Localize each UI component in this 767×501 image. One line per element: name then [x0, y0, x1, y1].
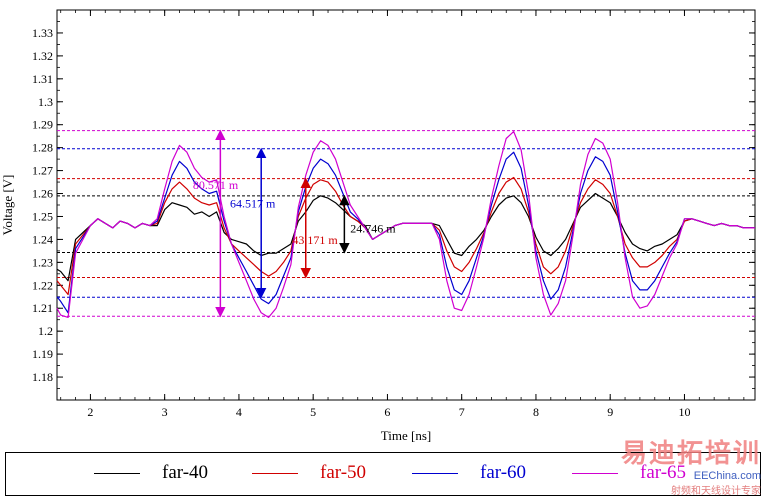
y-tick-label: 1.29	[32, 118, 53, 132]
y-tick-label: 1.21	[32, 301, 53, 315]
y-tick-label: 1.24	[32, 232, 53, 246]
y-tick-label: 1.28	[32, 141, 53, 155]
y-tick-label: 1.31	[32, 72, 53, 86]
plot-frame	[56, 9, 756, 401]
x-tick-label: 6	[384, 405, 390, 419]
measurement-label: 64.517 m	[230, 196, 276, 210]
x-tick-label: 3	[162, 405, 168, 419]
legend-swatch	[412, 472, 458, 474]
legend-label: far-40	[162, 462, 209, 483]
y-tick-label: 1.27	[32, 164, 53, 178]
legend-swatch	[252, 472, 298, 474]
legend-swatch	[94, 472, 140, 474]
x-tick-label: 7	[459, 405, 465, 419]
x-tick-label: 9	[607, 405, 613, 419]
y-tick-label: 1.19	[32, 347, 53, 361]
y-tick-label: 1.22	[32, 278, 53, 292]
series-line-far-60	[56, 151, 755, 314]
legend: far-40 far-50 far-60 far-65	[5, 452, 761, 496]
legend-label: far-50	[320, 462, 367, 483]
y-tick-label: 1.26	[32, 187, 53, 201]
series-line-far-50	[56, 176, 755, 296]
y-axis-label: Voltage [V]	[0, 175, 15, 236]
legend-item-far-60: far-60	[412, 461, 526, 485]
voltage-time-chart: 1.18 1.19 1.2 1.21 1.22 1.23 1.24 1.25 1.26 1.27 1…	[0, 9, 756, 443]
x-tick-label: 10	[678, 405, 690, 419]
y-tick-label: 1.25	[32, 209, 53, 223]
y-tick-label: 1.3	[38, 95, 53, 109]
y-tick-label: 1.32	[32, 49, 53, 63]
measurement-label: 43.171 m	[292, 233, 338, 247]
x-tick-label: 5	[310, 405, 316, 419]
legend-item-far-65: far-65	[572, 461, 686, 485]
measurement-label: 80.571 m	[193, 178, 239, 192]
y-tick-label: 1.18	[32, 370, 53, 384]
y-tick-label: 1.2	[38, 324, 53, 338]
legend-item-far-40: far-40	[94, 461, 208, 485]
x-axis-label: Time [ns]	[381, 428, 431, 443]
x-tick-label: 4	[236, 405, 242, 419]
y-tick-label: 1.23	[32, 255, 53, 269]
x-tick-label: 2	[87, 405, 93, 419]
legend-label: far-65	[640, 462, 687, 483]
x-tick-label: 8	[533, 405, 539, 419]
legend-swatch	[572, 472, 618, 474]
legend-item-far-50: far-50	[252, 461, 366, 485]
y-tick-label: 1.33	[32, 26, 53, 40]
measurement-label: 24.746 m	[350, 222, 396, 236]
legend-label: far-60	[480, 462, 527, 483]
series-line-far-65	[56, 131, 755, 318]
